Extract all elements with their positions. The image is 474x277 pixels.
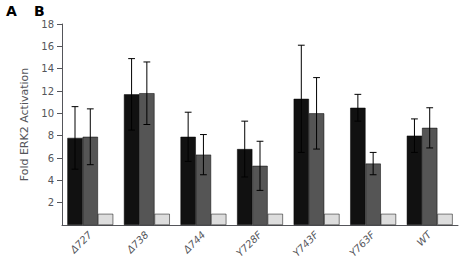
svg-text:2: 2 xyxy=(48,197,54,208)
svg-text:Y763F: Y763F xyxy=(347,229,377,259)
svg-text:10: 10 xyxy=(41,108,54,119)
svg-text:18: 18 xyxy=(41,19,54,30)
svg-text:12: 12 xyxy=(41,86,54,97)
svg-text:4: 4 xyxy=(48,175,54,186)
svg-text:Δ744: Δ744 xyxy=(181,229,208,256)
svg-text:6: 6 xyxy=(48,153,54,164)
svg-text:8: 8 xyxy=(48,130,54,141)
svg-text:16: 16 xyxy=(41,41,54,52)
svg-text:WT: WT xyxy=(415,228,435,248)
svg-text:Y743F: Y743F xyxy=(291,229,321,259)
svg-text:Fold ERK2 Activation: Fold ERK2 Activation xyxy=(18,68,31,182)
svg-text:Δ727: Δ727 xyxy=(67,229,94,256)
svg-text:A: A xyxy=(6,3,17,19)
svg-text:14: 14 xyxy=(41,63,54,74)
svg-text:Y728F: Y728F xyxy=(234,229,264,259)
svg-text:Δ738: Δ738 xyxy=(124,229,151,256)
svg-text:B: B xyxy=(34,3,45,19)
